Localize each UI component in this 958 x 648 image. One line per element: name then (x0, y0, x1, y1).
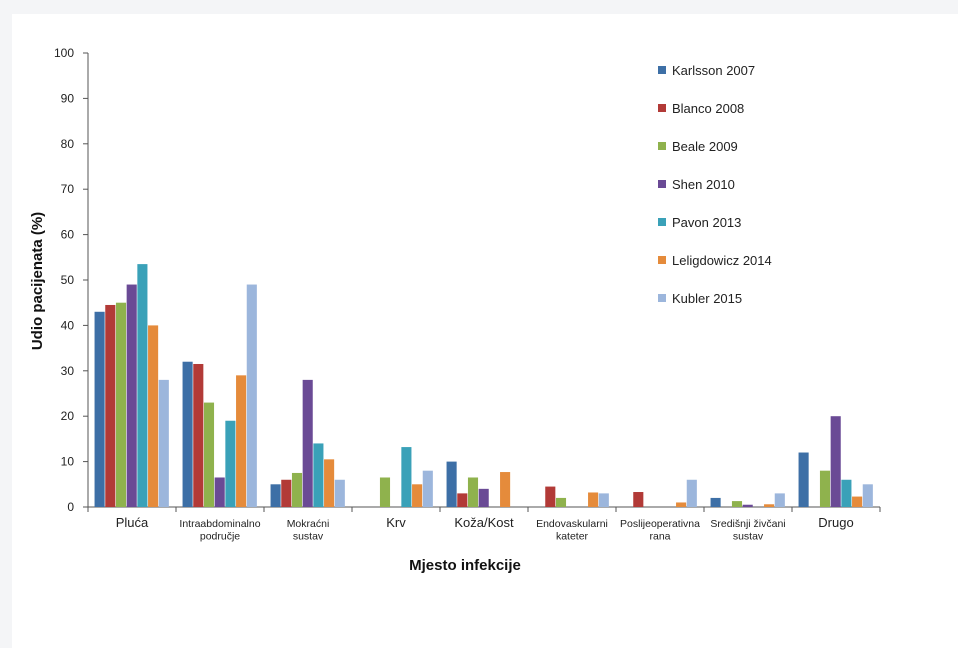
legend-label: Shen 2010 (672, 177, 735, 192)
x-category-label: Središnji živčani (710, 518, 785, 530)
y-tick-label: 20 (61, 409, 75, 423)
bar-leligdowicz-2014 (852, 496, 863, 507)
x-category-label: Mokraćni (287, 518, 330, 530)
bar-pavon-2013 (313, 443, 324, 507)
bar-beale-2009 (731, 501, 743, 507)
x-category-label: sustav (733, 531, 764, 543)
bar-leligdowicz-2014 (412, 484, 423, 507)
bar-beale-2009 (555, 497, 567, 507)
bar-blanco-2008 (545, 486, 556, 507)
x-category-label: Koža/Kost (454, 515, 514, 530)
legend-label: Karlsson 2007 (672, 63, 755, 78)
legend-label: Blanco 2008 (672, 101, 744, 116)
bar-karlsson-2007 (446, 461, 457, 507)
legend-label: Kubler 2015 (672, 291, 742, 306)
x-category-label: sustav (293, 531, 324, 543)
bar-blanco-2008 (633, 492, 644, 507)
bar-leligdowicz-2014 (236, 375, 247, 507)
y-tick-label: 10 (61, 455, 75, 469)
bar-leligdowicz-2014 (500, 472, 511, 507)
bar-beale-2009 (379, 477, 391, 507)
x-category-label: rana (649, 531, 670, 543)
x-category-label: Poslijeoperativna (620, 518, 700, 530)
bar-shen-2010 (830, 416, 841, 507)
bar-kubler-2015 (422, 470, 433, 507)
bar-blanco-2008 (281, 479, 292, 507)
legend-swatch (658, 218, 666, 226)
bar-leligdowicz-2014 (676, 502, 687, 507)
legend-swatch (658, 104, 666, 112)
bar-leligdowicz-2014 (764, 504, 775, 507)
bar-kubler-2015 (598, 493, 609, 507)
bar-blanco-2008 (105, 304, 116, 507)
y-axis-title: Udio pacijenata (%) (29, 212, 46, 350)
legend-swatch (658, 180, 666, 188)
bar-karlsson-2007 (182, 361, 193, 507)
bar-shen-2010 (302, 379, 313, 507)
y-tick-label: 50 (61, 273, 75, 287)
x-category-label: Krv (386, 515, 406, 530)
bar-karlsson-2007 (94, 311, 105, 507)
y-tick-label: 0 (67, 500, 74, 514)
bar-pavon-2013 (401, 447, 412, 507)
bar-blanco-2008 (193, 363, 204, 507)
y-tick-label: 80 (61, 137, 75, 151)
x-category-label: Endovaskularni (536, 518, 608, 530)
bar-beale-2009 (819, 470, 831, 507)
x-category-label: Drugo (818, 515, 853, 530)
y-tick-label: 90 (61, 91, 75, 105)
legend-label: Beale 2009 (672, 139, 738, 154)
bar-kubler-2015 (158, 379, 169, 507)
bar-kubler-2015 (774, 493, 785, 507)
bar-shen-2010 (126, 284, 137, 507)
bar-pavon-2013 (841, 479, 852, 507)
legend-label: Leligdowicz 2014 (672, 253, 772, 268)
legend-swatch (658, 256, 666, 264)
bar-beale-2009 (203, 402, 215, 507)
bar-pavon-2013 (137, 264, 148, 507)
bar-kubler-2015 (246, 284, 257, 507)
legend-label: Pavon 2013 (672, 215, 741, 230)
bar-leligdowicz-2014 (324, 459, 335, 507)
x-category-label: područje (200, 531, 240, 543)
bar-beale-2009 (467, 477, 479, 507)
y-tick-label: 40 (61, 318, 75, 332)
y-tick-label: 30 (61, 364, 75, 378)
bar-karlsson-2007 (710, 497, 721, 507)
bar-beale-2009 (115, 302, 127, 507)
legend-swatch (658, 142, 666, 150)
bar-shen-2010 (742, 504, 753, 507)
bar-pavon-2013 (225, 420, 236, 507)
bar-shen-2010 (478, 488, 489, 507)
x-axis-title: Mjesto infekcije (409, 557, 521, 574)
chart-panel (12, 14, 958, 648)
bar-blanco-2008 (457, 493, 468, 507)
legend-swatch (658, 66, 666, 74)
bar-karlsson-2007 (270, 484, 281, 507)
y-tick-label: 60 (61, 228, 75, 242)
x-category-label: Pluća (116, 515, 149, 530)
y-tick-label: 100 (54, 46, 74, 60)
x-category-label: kateter (556, 531, 589, 543)
bar-beale-2009 (291, 472, 303, 507)
bar-kubler-2015 (862, 484, 873, 507)
bar-kubler-2015 (686, 479, 697, 507)
bar-karlsson-2007 (798, 452, 809, 507)
bar-shen-2010 (214, 477, 225, 507)
x-category-label: Intraabdominalno (179, 518, 260, 530)
bar-leligdowicz-2014 (148, 325, 159, 507)
bar-kubler-2015 (334, 479, 345, 507)
y-tick-label: 70 (61, 182, 75, 196)
bar-leligdowicz-2014 (588, 492, 599, 507)
legend-swatch (658, 294, 666, 302)
